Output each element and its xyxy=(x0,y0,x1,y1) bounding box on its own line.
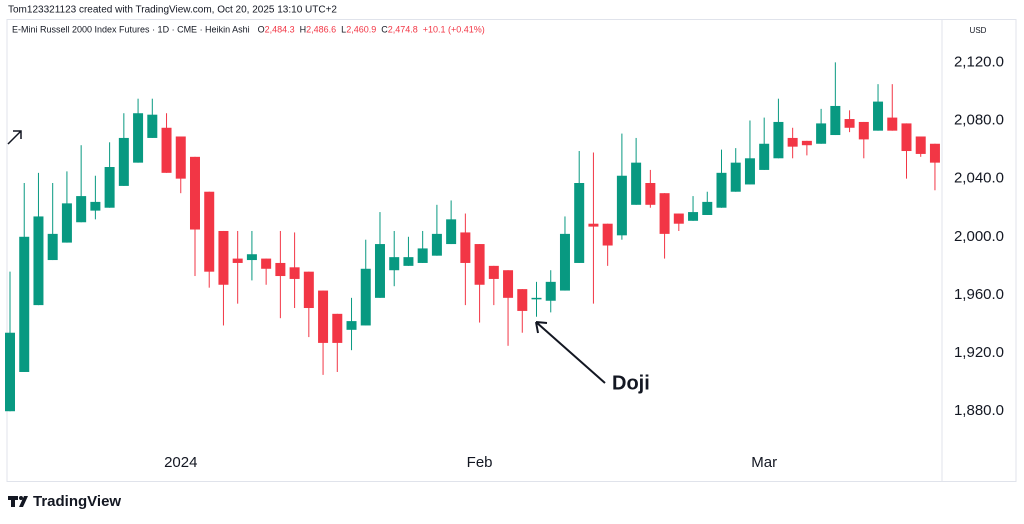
candle-body xyxy=(189,156,200,230)
candle-body xyxy=(816,123,827,144)
candle-body xyxy=(873,101,884,131)
candle-body xyxy=(76,196,87,223)
candle-body xyxy=(47,233,58,261)
candle-body xyxy=(460,232,471,263)
candle-body xyxy=(559,233,570,291)
ohlc-label: L xyxy=(341,24,346,34)
candle-body xyxy=(887,117,898,131)
ohlc-label: H xyxy=(300,24,307,34)
candle-body xyxy=(33,216,44,306)
candle-body xyxy=(403,257,414,266)
candle-body xyxy=(318,290,329,343)
annotation: Doji xyxy=(612,372,650,394)
candle-body xyxy=(716,172,727,208)
candle-body xyxy=(90,201,101,211)
candle-body xyxy=(19,236,30,372)
logo-text: TradingView xyxy=(33,493,121,510)
candle-body xyxy=(61,203,72,243)
candle-body xyxy=(801,140,812,146)
candle-body xyxy=(488,265,499,279)
candle-body xyxy=(929,143,940,163)
drawing-icon[interactable] xyxy=(7,130,22,145)
candle-body xyxy=(901,123,912,152)
candle-body xyxy=(744,158,755,185)
y-tick-label: 2,040.0 xyxy=(954,170,1004,187)
chart-frame xyxy=(6,19,1017,482)
ohlc-value: 2,484.3 xyxy=(265,24,295,34)
candle-body xyxy=(5,332,15,412)
candle-body xyxy=(261,258,272,269)
candle-body xyxy=(574,183,585,263)
candle-body xyxy=(474,244,485,285)
logo-dot xyxy=(19,496,23,500)
candle-body xyxy=(602,223,613,246)
candle-body xyxy=(246,254,257,261)
candle-body xyxy=(389,257,400,271)
y-tick-label: 2,000.0 xyxy=(954,228,1004,245)
candle-body xyxy=(104,167,115,208)
y-tick-label: 2,120.0 xyxy=(954,53,1004,70)
ohlc-label: C xyxy=(381,24,388,34)
ohlc-value: 2,474.8 xyxy=(388,24,418,34)
doji-arrow xyxy=(535,321,606,384)
ohlc-value: 2,486.6 xyxy=(306,24,336,34)
candle-body xyxy=(830,105,841,136)
y-tick-label: 1,960.0 xyxy=(954,286,1004,303)
candle-body xyxy=(446,219,457,245)
candle-body xyxy=(773,121,784,159)
candle-body xyxy=(730,162,741,192)
y-tick-label: 1,920.0 xyxy=(954,344,1004,361)
candle-body xyxy=(332,313,343,343)
candle-body xyxy=(631,162,642,205)
credit: Tom123321123 created with TradingView.co… xyxy=(8,5,337,16)
candle-body xyxy=(659,193,670,234)
candle-body xyxy=(645,183,656,205)
candle-body xyxy=(787,137,798,147)
candle-body xyxy=(118,137,129,186)
currency[interactable]: USD xyxy=(970,26,987,35)
candle-body xyxy=(588,223,599,227)
candle-body xyxy=(503,270,514,298)
candle-body xyxy=(218,230,229,285)
candle-body xyxy=(161,127,172,173)
ohlc-label: O xyxy=(258,24,265,34)
candle-body xyxy=(673,213,684,224)
candle-body xyxy=(232,258,243,263)
x-tick-label: Mar xyxy=(751,454,777,471)
candle-body xyxy=(844,119,855,128)
change: +10.1 (+0.41%) xyxy=(423,24,485,34)
candle-body xyxy=(374,244,385,298)
candle-body xyxy=(289,267,300,279)
logo-icon xyxy=(8,496,28,507)
logo[interactable]: TradingView xyxy=(8,493,121,510)
candle-body xyxy=(303,271,314,309)
candle-body xyxy=(360,268,371,326)
candle-body xyxy=(915,136,926,154)
candle-body xyxy=(702,201,713,215)
ohlc-value: 2,460.9 xyxy=(346,24,376,34)
candle-body xyxy=(688,212,699,221)
candle-body xyxy=(133,113,144,163)
x-tick-label: Feb xyxy=(467,454,493,471)
candle-body xyxy=(545,281,556,301)
candle-body xyxy=(517,289,528,311)
candle-body xyxy=(147,114,158,138)
candle-body xyxy=(431,233,442,256)
candle-body xyxy=(759,143,770,170)
candle-body xyxy=(175,136,186,179)
x-tick-label: 2024 xyxy=(164,454,197,471)
candle-body xyxy=(346,321,357,330)
candle-body xyxy=(417,248,428,263)
candle-body xyxy=(531,297,542,300)
y-tick-label: 2,080.0 xyxy=(954,111,1004,128)
candle-body xyxy=(204,191,215,272)
candle-body xyxy=(858,121,869,140)
candle-body xyxy=(616,175,627,236)
symbol: E-Mini Russell 2000 Index Futures · 1D ·… xyxy=(12,24,250,34)
y-tick-label: 1,880.0 xyxy=(954,402,1004,419)
candle-body xyxy=(275,262,286,277)
